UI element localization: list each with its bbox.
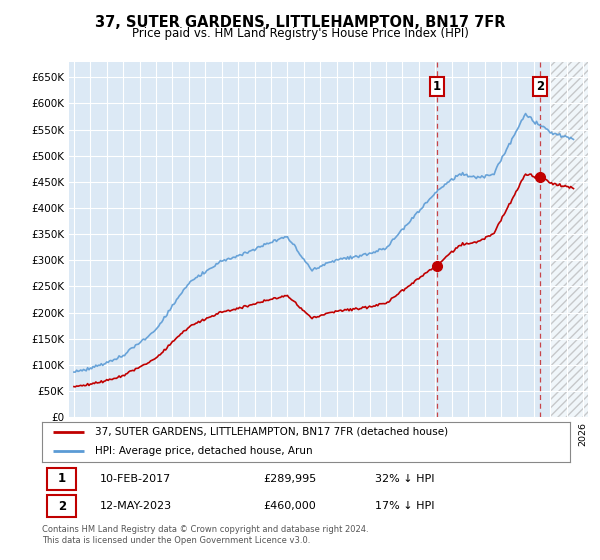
Text: Contains HM Land Registry data © Crown copyright and database right 2024.
This d: Contains HM Land Registry data © Crown c… (42, 525, 368, 545)
Bar (550, 62, 591, 417)
Text: 1: 1 (433, 80, 441, 93)
FancyBboxPatch shape (47, 495, 76, 517)
Text: Price paid vs. HM Land Registry's House Price Index (HPI): Price paid vs. HM Land Registry's House … (131, 27, 469, 40)
Text: £460,000: £460,000 (264, 501, 317, 511)
Text: 2: 2 (536, 80, 544, 93)
FancyBboxPatch shape (47, 468, 76, 490)
Text: 17% ↓ HPI: 17% ↓ HPI (374, 501, 434, 511)
Text: £289,995: £289,995 (264, 474, 317, 484)
Text: 37, SUTER GARDENS, LITTLEHAMPTON, BN17 7FR (detached house): 37, SUTER GARDENS, LITTLEHAMPTON, BN17 7… (95, 427, 448, 437)
Text: 37, SUTER GARDENS, LITTLEHAMPTON, BN17 7FR: 37, SUTER GARDENS, LITTLEHAMPTON, BN17 7… (95, 15, 505, 30)
Text: 1: 1 (58, 472, 66, 486)
Text: 12-MAY-2023: 12-MAY-2023 (100, 501, 172, 511)
Text: 2: 2 (58, 500, 66, 513)
Text: 32% ↓ HPI: 32% ↓ HPI (374, 474, 434, 484)
Text: HPI: Average price, detached house, Arun: HPI: Average price, detached house, Arun (95, 446, 313, 456)
Text: 10-FEB-2017: 10-FEB-2017 (100, 474, 172, 484)
